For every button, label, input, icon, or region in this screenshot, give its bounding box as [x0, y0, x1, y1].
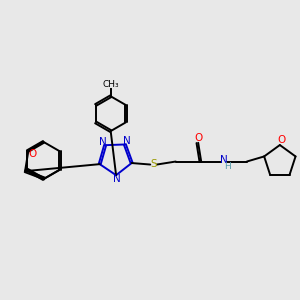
Text: N: N	[112, 174, 120, 184]
Text: N: N	[123, 136, 131, 146]
Text: CH₃: CH₃	[102, 80, 119, 89]
Text: N: N	[100, 136, 107, 147]
Text: H: H	[224, 162, 231, 171]
Text: N: N	[220, 155, 228, 165]
Text: O: O	[28, 149, 36, 159]
Text: S: S	[150, 159, 157, 169]
Text: O: O	[277, 135, 285, 145]
Text: O: O	[194, 133, 203, 143]
